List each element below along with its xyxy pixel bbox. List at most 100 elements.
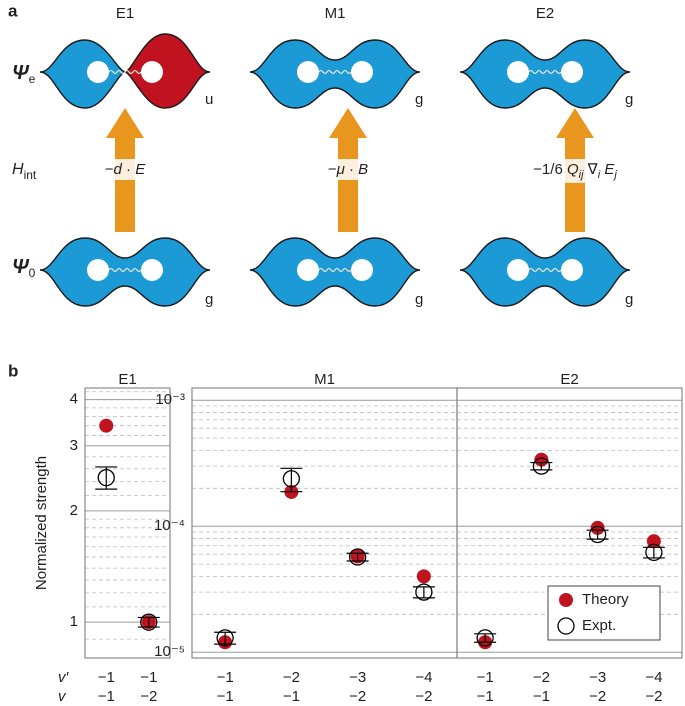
category-label: −2 xyxy=(349,688,366,705)
transition-title: E2 xyxy=(536,5,554,22)
bond xyxy=(108,267,142,273)
expt-point xyxy=(282,470,301,488)
arrow-head xyxy=(329,108,367,138)
category-row-label: v xyxy=(58,688,67,705)
operator-part: − xyxy=(105,161,114,178)
transition-title: M1 xyxy=(325,5,346,22)
operator-bg xyxy=(100,158,151,180)
arrow-head xyxy=(106,108,144,138)
symbol: H xyxy=(12,161,24,178)
arrow-shaft xyxy=(338,136,358,232)
category-label: −1 xyxy=(217,669,234,686)
category-label: −2 xyxy=(645,688,662,705)
operator-part: E xyxy=(600,161,615,178)
symbol: Ψ xyxy=(12,62,30,84)
expt-point xyxy=(140,613,158,631)
molecule-lobe xyxy=(124,33,211,109)
arrow-shaft xyxy=(115,136,135,232)
category-row-label: v′ xyxy=(58,669,70,686)
operator-bg xyxy=(529,158,622,183)
operator-part: · xyxy=(122,161,135,178)
plot-frame xyxy=(456,387,683,659)
operator-part: Q xyxy=(567,161,579,178)
nucleus xyxy=(507,259,529,281)
nucleus xyxy=(141,259,163,281)
theory-point xyxy=(416,569,431,584)
symbol: Ψ xyxy=(12,256,30,278)
nucleus xyxy=(507,61,529,83)
parity: g xyxy=(625,291,633,308)
chart-title: E2 xyxy=(560,371,578,388)
parity: g xyxy=(415,91,423,108)
nucleus xyxy=(87,61,109,83)
operator-part: d xyxy=(114,161,123,178)
row-label: Hint xyxy=(12,161,37,182)
category-label: −1 xyxy=(477,688,494,705)
expt-point xyxy=(532,457,551,475)
y-tick-label: 10⁻⁴ xyxy=(154,517,185,534)
chart-title: M1 xyxy=(314,371,335,388)
category-label: −1 xyxy=(140,669,157,686)
y-tick-label: 3 xyxy=(70,437,78,454)
nucleus xyxy=(141,61,163,83)
operator-part: · xyxy=(345,161,358,178)
legend-label: Theory xyxy=(582,591,629,608)
bond xyxy=(528,69,562,75)
subscript: int xyxy=(24,168,37,182)
molecule xyxy=(249,237,421,307)
transition-title: E1 xyxy=(116,5,134,22)
category-label: −1 xyxy=(477,669,494,686)
expt-point xyxy=(588,525,607,544)
expt-point xyxy=(348,548,367,566)
operator-part: i xyxy=(598,169,601,181)
nucleus xyxy=(351,61,373,83)
category-label: −1 xyxy=(283,688,300,705)
y-axis-label: Normalized strength xyxy=(33,456,50,590)
legend-marker xyxy=(559,593,573,607)
category-label: −2 xyxy=(533,669,550,686)
operator: −d · E xyxy=(105,161,146,178)
category-label: −4 xyxy=(645,669,662,686)
category-label: −2 xyxy=(415,688,432,705)
y-tick-label: 4 xyxy=(70,391,78,408)
operator-part: j xyxy=(612,169,617,181)
operator-part: ∇ xyxy=(584,161,599,178)
row-label: Ψ0 xyxy=(12,256,36,280)
parity: g xyxy=(625,91,633,108)
operator: −μ · B xyxy=(328,161,368,178)
operator-part: μ xyxy=(336,161,345,178)
parity: g xyxy=(205,291,213,308)
operator-part: −1/6 xyxy=(533,161,567,178)
operator: −1/6 Qij ∇i Ej xyxy=(533,161,617,181)
molecule xyxy=(459,39,631,109)
panel-label: b xyxy=(8,361,18,380)
operator-bg xyxy=(323,158,373,180)
row-label: Ψe xyxy=(12,62,36,86)
molecule xyxy=(249,39,421,109)
bond xyxy=(108,69,142,75)
plot-frame xyxy=(84,387,171,659)
legend-label: Expt. xyxy=(582,617,616,634)
expt-point xyxy=(216,629,234,647)
y-tick-label: 10⁻⁵ xyxy=(154,643,185,660)
category-label: −1 xyxy=(98,688,115,705)
nucleus xyxy=(297,259,319,281)
y-tick-label: 10⁻³ xyxy=(155,391,185,408)
category-label: −1 xyxy=(217,688,234,705)
operator-part: E xyxy=(135,161,146,178)
parity: u xyxy=(205,91,213,108)
bond xyxy=(528,267,562,273)
operator-part: − xyxy=(328,161,337,178)
subscript: 0 xyxy=(29,266,36,280)
legend-marker xyxy=(557,617,575,635)
category-label: −2 xyxy=(283,669,300,686)
bond xyxy=(318,267,352,273)
nucleus xyxy=(561,259,583,281)
theory-point xyxy=(534,452,549,467)
expt-point xyxy=(415,583,433,601)
expt-point xyxy=(97,469,115,487)
bond xyxy=(318,69,352,75)
operator-part: ij xyxy=(579,169,584,181)
category-label: −2 xyxy=(140,688,157,705)
